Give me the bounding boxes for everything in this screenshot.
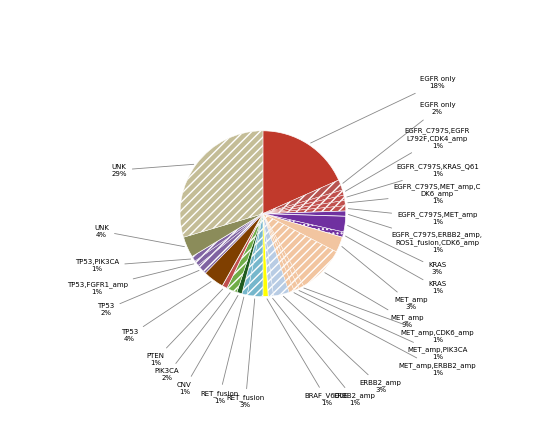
Text: RET_fusion
1%: RET_fusion 1% — [200, 297, 244, 404]
Text: MET_amp
3%: MET_amp 3% — [342, 246, 428, 310]
Wedge shape — [263, 214, 273, 296]
Wedge shape — [263, 180, 342, 214]
Text: KRAS
3%: KRAS 3% — [348, 225, 447, 275]
Text: EGFR_C797S,EGFR
L792F,CDK4_amp
1%: EGFR_C797S,EGFR L792F,CDK4_amp 1% — [346, 127, 470, 191]
Wedge shape — [263, 131, 339, 214]
Wedge shape — [247, 214, 263, 296]
Wedge shape — [263, 201, 346, 214]
Text: EGFR_C797S,ERBB2_amp,
ROS1_fusion,CDK6_amp
1%: EGFR_C797S,ERBB2_amp, ROS1_fusion,CDK6_a… — [348, 215, 483, 253]
Text: EGFR_C797S,MET_amp
1%: EGFR_C797S,MET_amp 1% — [348, 208, 477, 225]
Wedge shape — [205, 214, 263, 286]
Text: RET_fusion
3%: RET_fusion 3% — [226, 299, 264, 408]
Text: BRAF_V600E
1%: BRAF_V600E 1% — [267, 299, 349, 406]
Text: UNK
4%: UNK 4% — [94, 225, 184, 247]
Text: PTEN
1%: PTEN 1% — [147, 289, 222, 366]
Wedge shape — [263, 214, 336, 286]
Text: EGFR only
2%: EGFR only 2% — [343, 102, 455, 183]
Wedge shape — [227, 214, 263, 292]
Wedge shape — [263, 211, 346, 216]
Text: EGFR only
18%: EGFR only 18% — [311, 76, 455, 143]
Wedge shape — [263, 214, 268, 296]
Text: TP53
2%: TP53 2% — [97, 270, 199, 316]
Text: CNV
1%: CNV 1% — [177, 296, 238, 395]
Wedge shape — [263, 190, 344, 214]
Text: TP53,PIK3CA
1%: TP53,PIK3CA 1% — [75, 259, 191, 272]
Wedge shape — [263, 214, 346, 232]
Text: MET_amp
9%: MET_amp 9% — [325, 272, 423, 328]
Text: EGFR_C797S,MET_amp,C
DK6_amp
1%: EGFR_C797S,MET_amp,C DK6_amp 1% — [348, 183, 481, 204]
Text: ERBB2_amp
3%: ERBB2_amp 3% — [283, 296, 401, 393]
Text: UNK
29%: UNK 29% — [112, 164, 194, 177]
Text: TP53
4%: TP53 4% — [121, 282, 211, 342]
Text: MET_amp,PIK3CA
1%: MET_amp,PIK3CA 1% — [299, 290, 468, 360]
Wedge shape — [222, 214, 263, 288]
Wedge shape — [180, 131, 263, 237]
Wedge shape — [263, 214, 342, 252]
Text: KRAS
1%: KRAS 1% — [346, 236, 447, 294]
Wedge shape — [263, 214, 289, 296]
Text: EGFR_C797S,KRAS_Q61
1%: EGFR_C797S,KRAS_Q61 1% — [347, 163, 479, 197]
Wedge shape — [195, 214, 263, 265]
Text: MET_amp,CDK6_amp
1%: MET_amp,CDK6_amp 1% — [304, 288, 474, 344]
Wedge shape — [237, 214, 263, 294]
Wedge shape — [263, 195, 344, 214]
Wedge shape — [263, 214, 294, 292]
Wedge shape — [263, 214, 344, 237]
Wedge shape — [198, 214, 263, 273]
Wedge shape — [263, 206, 346, 214]
Wedge shape — [192, 214, 263, 261]
Wedge shape — [263, 214, 299, 290]
Text: MET_amp,ERBB2_amp
1%: MET_amp,ERBB2_amp 1% — [294, 293, 476, 376]
Text: ERBB2_amp
1%: ERBB2_amp 1% — [273, 298, 375, 406]
Text: TP53,FGFR1_amp
1%: TP53,FGFR1_amp 1% — [67, 264, 194, 295]
Text: PIK3CA
2%: PIK3CA 2% — [155, 293, 230, 382]
Wedge shape — [242, 214, 263, 295]
Wedge shape — [263, 214, 304, 288]
Wedge shape — [183, 214, 263, 256]
